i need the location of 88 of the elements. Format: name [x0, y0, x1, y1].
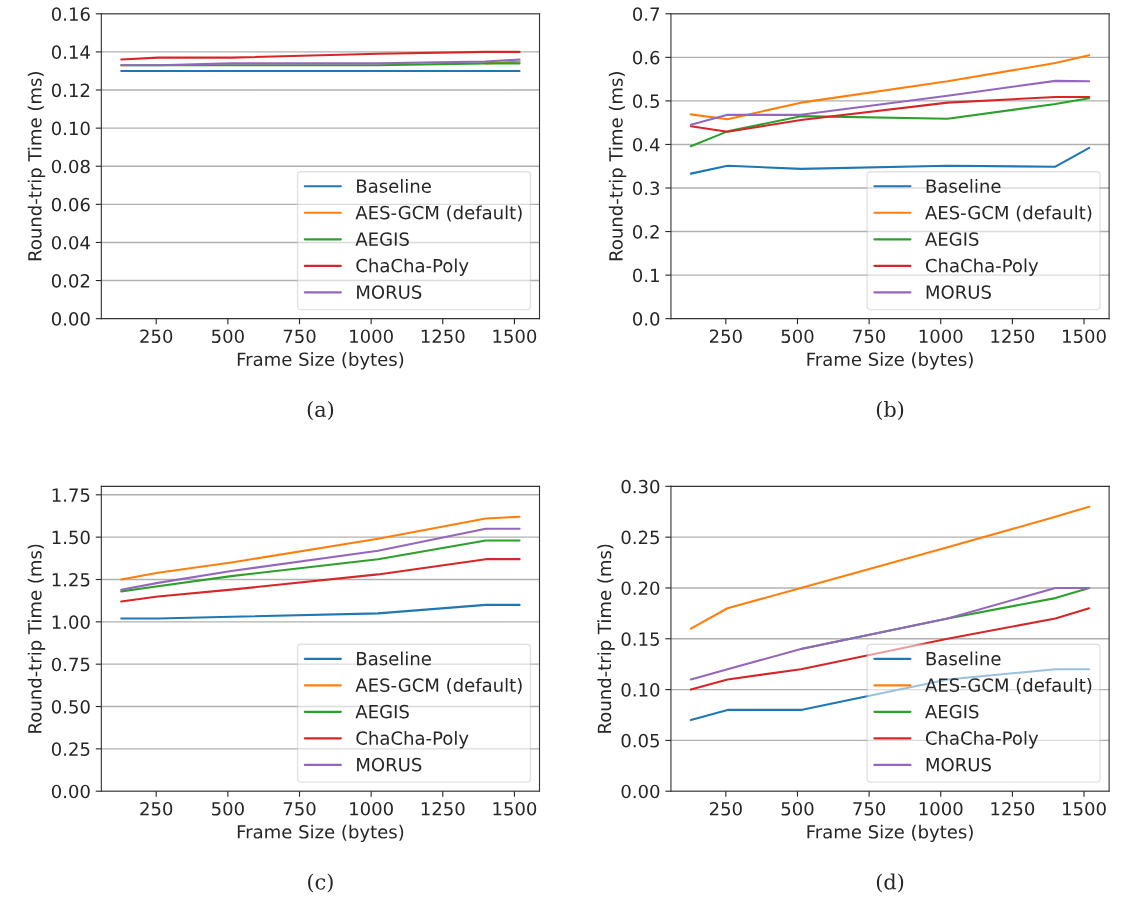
y-tick-label: 0.14: [51, 45, 90, 60]
y-axis-title: Round-trip Time (ms): [27, 72, 46, 261]
x-tick-label: 250: [709, 329, 742, 344]
y-tick-label: 0.04: [51, 235, 90, 250]
y-tick-label: 0.10: [621, 683, 660, 697]
y-axis-title: Round-trip Time (ms): [597, 544, 615, 733]
x-tick-label: 1500: [493, 329, 537, 344]
legend-label: MORUS: [926, 757, 991, 772]
y-tick-label: 0.2: [633, 225, 659, 239]
x-tick-label: 750: [283, 801, 316, 816]
x-tick-label: 1250: [421, 801, 465, 816]
legend-label: Baseline: [926, 178, 1001, 193]
x-axis-title: Frame Size (bytes): [807, 824, 973, 843]
x-tick-label: 250: [140, 801, 173, 816]
y-tick-label: 0.00: [51, 784, 90, 799]
y-tick-label: 0.00: [621, 784, 660, 799]
text: (d): [876, 873, 904, 893]
y-tick-label: 0.6: [633, 50, 660, 65]
legend-label: MORUS: [926, 285, 991, 299]
x-tick-label: 500: [212, 801, 244, 816]
y-tick-label: 1.25: [52, 572, 90, 587]
legend-label: Baseline: [926, 651, 1001, 666]
text: (b): [876, 400, 904, 421]
y-tick-label: 0.25: [621, 530, 659, 545]
x-tick-label: 1250: [991, 329, 1035, 344]
y-tick-label: 1.50: [52, 530, 90, 545]
y-tick-label: 0.00: [51, 312, 90, 326]
legend-label: ChaCha-Poly: [925, 258, 1039, 276]
legend-label: ChaCha-Poly: [356, 258, 469, 276]
y-tick-label: 0.0: [633, 312, 660, 326]
text: (c): [308, 873, 333, 893]
y-tick-label: 0.25: [51, 742, 90, 756]
y-tick-label: 0.20: [621, 581, 660, 596]
x-tick-label: 750: [853, 801, 886, 816]
y-tick-label: 0.12: [51, 83, 90, 98]
legend-label: AES-GCM (default): [355, 205, 522, 222]
y-tick-label: 0.3: [633, 181, 660, 196]
y-tick-label: 0.30: [621, 479, 660, 494]
y-tick-label: 0.7: [633, 7, 659, 21]
y-tick-label: 0.08: [51, 159, 90, 174]
x-tick-label: 1000: [919, 801, 963, 816]
x-tick-label: 500: [781, 801, 814, 816]
legend-label: AES-GCM (default): [355, 677, 522, 695]
x-tick-label: 750: [853, 329, 886, 344]
legend-label: AEGIS: [925, 232, 979, 246]
y-tick-label: 0.05: [621, 733, 659, 748]
legend-label: ChaCha-Poly: [356, 730, 469, 749]
y-axis-title: Round-trip Time (ms): [608, 72, 627, 261]
x-tick-label: 1000: [350, 801, 393, 816]
legend-label: MORUS: [357, 285, 422, 299]
legend-label: AES-GCM (default): [925, 205, 1092, 222]
legend-label: AEGIS: [925, 704, 979, 719]
y-tick-label: 0.02: [51, 274, 90, 288]
y-axis-title: Round-trip Time (ms): [27, 544, 46, 733]
x-tick-label: 1000: [350, 329, 393, 344]
legend-label: AES-GCM (default): [925, 677, 1092, 695]
x-tick-label: 1250: [421, 329, 465, 344]
y-tick-label: 0.06: [51, 197, 90, 212]
legend-label: AEGIS: [355, 232, 409, 246]
x-axis-title: Frame Size (bytes): [237, 824, 404, 843]
x-tick-label: 1500: [1063, 329, 1106, 344]
y-tick-label: 0.4: [633, 137, 660, 152]
legend-label: MORUS: [357, 757, 422, 772]
legend-label: Baseline: [357, 651, 431, 666]
x-tick-label: 1000: [919, 329, 963, 344]
x-tick-label: 250: [140, 329, 173, 344]
y-tick-label: 0.75: [51, 657, 90, 672]
legend-label: Baseline: [357, 178, 431, 193]
x-tick-label: 1250: [991, 801, 1035, 816]
y-tick-label: 0.5: [633, 94, 659, 109]
y-tick-label: 0.10: [51, 121, 90, 136]
text: (a): [307, 400, 334, 421]
x-axis-title: Frame Size (bytes): [237, 352, 404, 370]
legend-label: AEGIS: [355, 704, 409, 719]
x-tick-label: 750: [283, 329, 316, 344]
x-tick-label: 250: [709, 801, 742, 816]
legend-label: ChaCha-Poly: [925, 730, 1039, 749]
y-tick-label: 1.75: [52, 488, 90, 502]
y-tick-label: 0.1: [633, 268, 659, 283]
x-axis-title: Frame Size (bytes): [807, 352, 973, 370]
x-tick-label: 1500: [493, 801, 537, 816]
x-tick-label: 500: [781, 329, 814, 344]
y-tick-label: 0.15: [621, 632, 659, 646]
x-tick-label: 1500: [1063, 801, 1106, 816]
x-tick-label: 500: [212, 329, 244, 344]
y-tick-label: 0.50: [51, 699, 90, 714]
y-tick-label: 1.00: [52, 615, 90, 629]
y-tick-label: 0.16: [51, 7, 90, 21]
